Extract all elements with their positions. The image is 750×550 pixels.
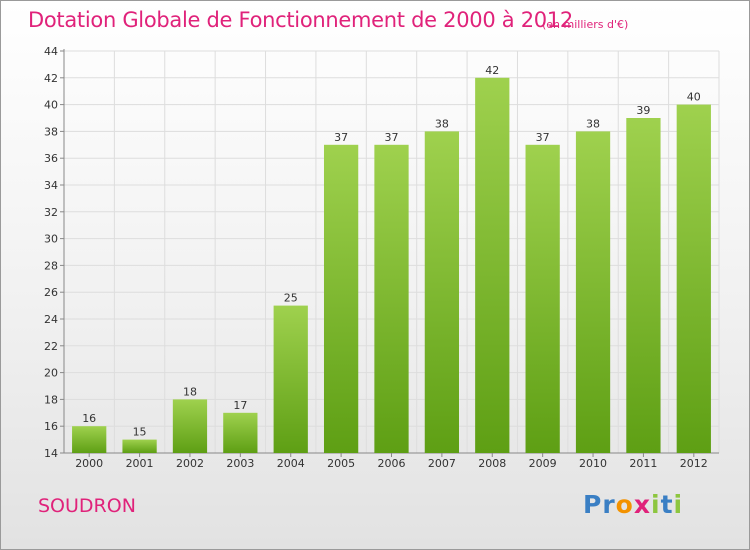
bar: [525, 144, 560, 454]
bar: [273, 305, 308, 453]
y-tick-label: 22: [44, 340, 58, 353]
bar: [575, 131, 611, 453]
x-tick-label: 2000: [75, 457, 103, 470]
x-tick-label: 2006: [378, 457, 406, 470]
y-tick-label: 44: [44, 45, 58, 58]
bar-value-label: 40: [687, 91, 701, 104]
y-tick-label: 24: [44, 313, 58, 326]
x-tick-label: 2012: [680, 457, 708, 470]
y-tick-label: 34: [44, 179, 58, 192]
bar-value-label: 18: [183, 385, 197, 398]
bar-value-label: 15: [133, 426, 147, 439]
x-tick-label: 2005: [327, 457, 355, 470]
logo-letter: o: [615, 490, 634, 519]
y-tick-label: 38: [44, 125, 58, 138]
y-tick-label: 26: [44, 286, 58, 299]
bar: [676, 104, 711, 453]
bar-value-label: 38: [586, 117, 600, 130]
x-tick-label: 2001: [126, 457, 154, 470]
y-tick-label: 20: [44, 367, 58, 380]
bar: [374, 144, 409, 454]
bar-value-label: 17: [233, 399, 247, 412]
logo-letter: t: [660, 490, 674, 519]
y-tick-label: 18: [44, 393, 58, 406]
bar: [475, 77, 510, 454]
y-tick-label: 14: [44, 447, 58, 460]
bar-value-label: 37: [334, 131, 348, 144]
bar: [172, 399, 208, 453]
y-tick-label: 40: [44, 99, 58, 112]
bar-value-label: 42: [485, 64, 499, 77]
logo-letter: i: [651, 490, 661, 519]
bar: [223, 412, 258, 453]
x-tick-label: 2002: [176, 457, 204, 470]
bar: [424, 131, 460, 453]
proxiti-logo: Proxiti: [583, 490, 683, 519]
x-tick-label: 2011: [629, 457, 657, 470]
y-tick-label: 42: [44, 72, 58, 85]
y-tick-label: 16: [44, 420, 58, 433]
logo-letter: r: [602, 490, 616, 519]
bar: [626, 118, 661, 453]
x-tick-label: 2003: [226, 457, 254, 470]
bar-value-label: 39: [636, 104, 650, 117]
chart-unit: (en milliers d'€): [542, 18, 629, 31]
y-tick-label: 28: [44, 259, 58, 272]
logo-letter: P: [583, 490, 603, 519]
x-tick-label: 2008: [478, 457, 506, 470]
chart-title: Dotation Globale de Fonctionnement de 20…: [28, 8, 573, 32]
bar-value-label: 37: [385, 131, 399, 144]
logo-letter: x: [633, 490, 651, 519]
x-tick-label: 2004: [277, 457, 305, 470]
x-tick-label: 2009: [529, 457, 557, 470]
logo-letter: i: [673, 490, 684, 519]
commune-name: SOUDRON: [38, 495, 136, 517]
bar: [72, 426, 107, 453]
x-tick-label: 2010: [579, 457, 607, 470]
bar-value-label: 16: [82, 412, 96, 425]
bar-value-label: 25: [284, 292, 298, 305]
y-tick-label: 32: [44, 206, 58, 219]
x-tick-label: 2007: [428, 457, 456, 470]
bar: [323, 144, 359, 454]
y-tick-label: 30: [44, 233, 58, 246]
y-tick-label: 36: [44, 152, 58, 165]
bar: [122, 439, 157, 453]
bar-value-label: 37: [536, 131, 550, 144]
bar-value-label: 38: [435, 117, 449, 130]
